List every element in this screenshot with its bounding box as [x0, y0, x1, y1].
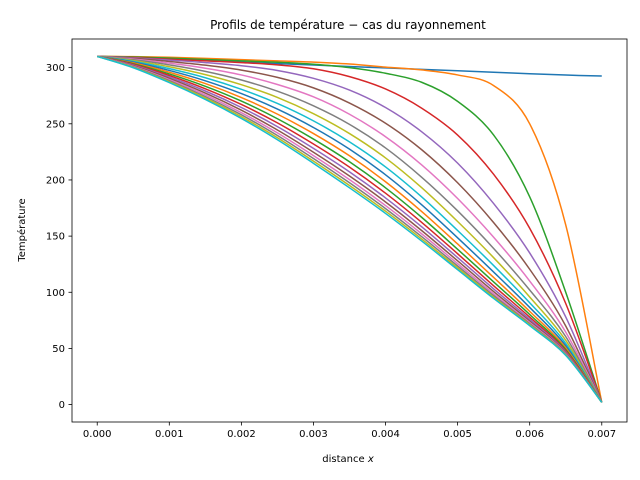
series-line-13 [97, 55, 603, 403]
x-tick-label: 0.007 [587, 429, 616, 440]
x-tick-label: 0.001 [155, 429, 184, 440]
y-tick-label: 250 [46, 119, 65, 130]
x-ticks: 0.000 0.001 0.002 0.003 0.004 0.005 0.006 0.007 [83, 422, 616, 440]
y-tick-label: 200 [46, 175, 65, 186]
chart-title: Profils de température − cas du rayonnem… [210, 18, 486, 32]
series-line-11 [97, 55, 603, 403]
series-line-8 [97, 55, 603, 403]
x-tick-label: 0.004 [371, 429, 400, 440]
x-tick-label: 0.002 [227, 429, 256, 440]
series-line-5 [97, 55, 603, 403]
y-tick-label: 300 [46, 63, 65, 74]
series-line-12 [97, 55, 603, 403]
series-line-19 [97, 55, 603, 403]
series-line-18 [97, 55, 603, 403]
x-axis-label-variable: x [367, 454, 374, 465]
x-tick-label: 0.000 [83, 429, 112, 440]
series-line-3 [97, 55, 603, 403]
series-line-16 [97, 55, 603, 403]
series-line-4 [97, 55, 603, 403]
series-line-10 [97, 55, 603, 403]
x-axis-label-main: distance [322, 454, 368, 465]
plot-area: 0.000 0.001 0.002 0.003 0.004 0.005 0.006 0.007… [46, 38, 628, 440]
y-tick-label: 0 [59, 400, 65, 411]
series-line-17 [97, 55, 603, 403]
y-tick-label: 150 [46, 232, 65, 243]
y-tick-label: 100 [46, 288, 65, 299]
axes-frame [71, 38, 628, 423]
series-line-14 [97, 55, 603, 403]
x-axis-label: distance x [322, 454, 374, 465]
series-line-7 [97, 55, 603, 403]
y-ticks: 0 50 100 150 200 250 300 [46, 63, 72, 411]
x-tick-label: 0.005 [443, 429, 472, 440]
series-line-2 [97, 55, 603, 403]
series-line-6 [97, 55, 603, 403]
x-tick-label: 0.006 [515, 429, 544, 440]
series-line-20 [97, 55, 603, 403]
y-tick-label: 50 [52, 344, 65, 355]
y-axis-label: Température [16, 198, 28, 262]
x-tick-label: 0.003 [299, 429, 328, 440]
series-group [97, 55, 603, 403]
series-line-9 [97, 55, 603, 403]
series-line-15 [97, 55, 603, 403]
